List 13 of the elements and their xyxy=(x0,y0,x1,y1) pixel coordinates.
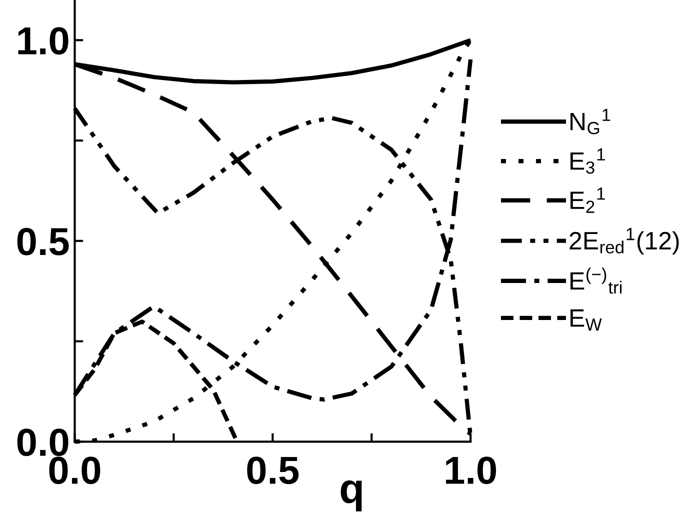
legend-label: N$_{G}$$^{1}$ xyxy=(570,108,610,134)
y-tick-label: 0.5 xyxy=(17,228,69,256)
legend-label: E$^{(−)}$$_{tri}$ xyxy=(570,268,622,294)
legend-label: 2E$_{red}$$^{1}$(12) xyxy=(570,228,679,255)
legend-label: E$_{2}$$^{1}$ xyxy=(570,188,605,213)
y-tick-label: 0.0 xyxy=(17,428,68,456)
x-axis-title: q xyxy=(340,480,362,512)
legend-label: E$_{3}$$^{1}$ xyxy=(570,148,605,174)
x-tick-label: 0.0 xyxy=(49,456,100,484)
y-tick-label: 1.0 xyxy=(18,27,68,55)
x-tick-label: 1.0 xyxy=(446,456,496,484)
legend-label: E$_{W}$ xyxy=(570,309,602,331)
x-tick-label: 0.5 xyxy=(247,456,299,484)
